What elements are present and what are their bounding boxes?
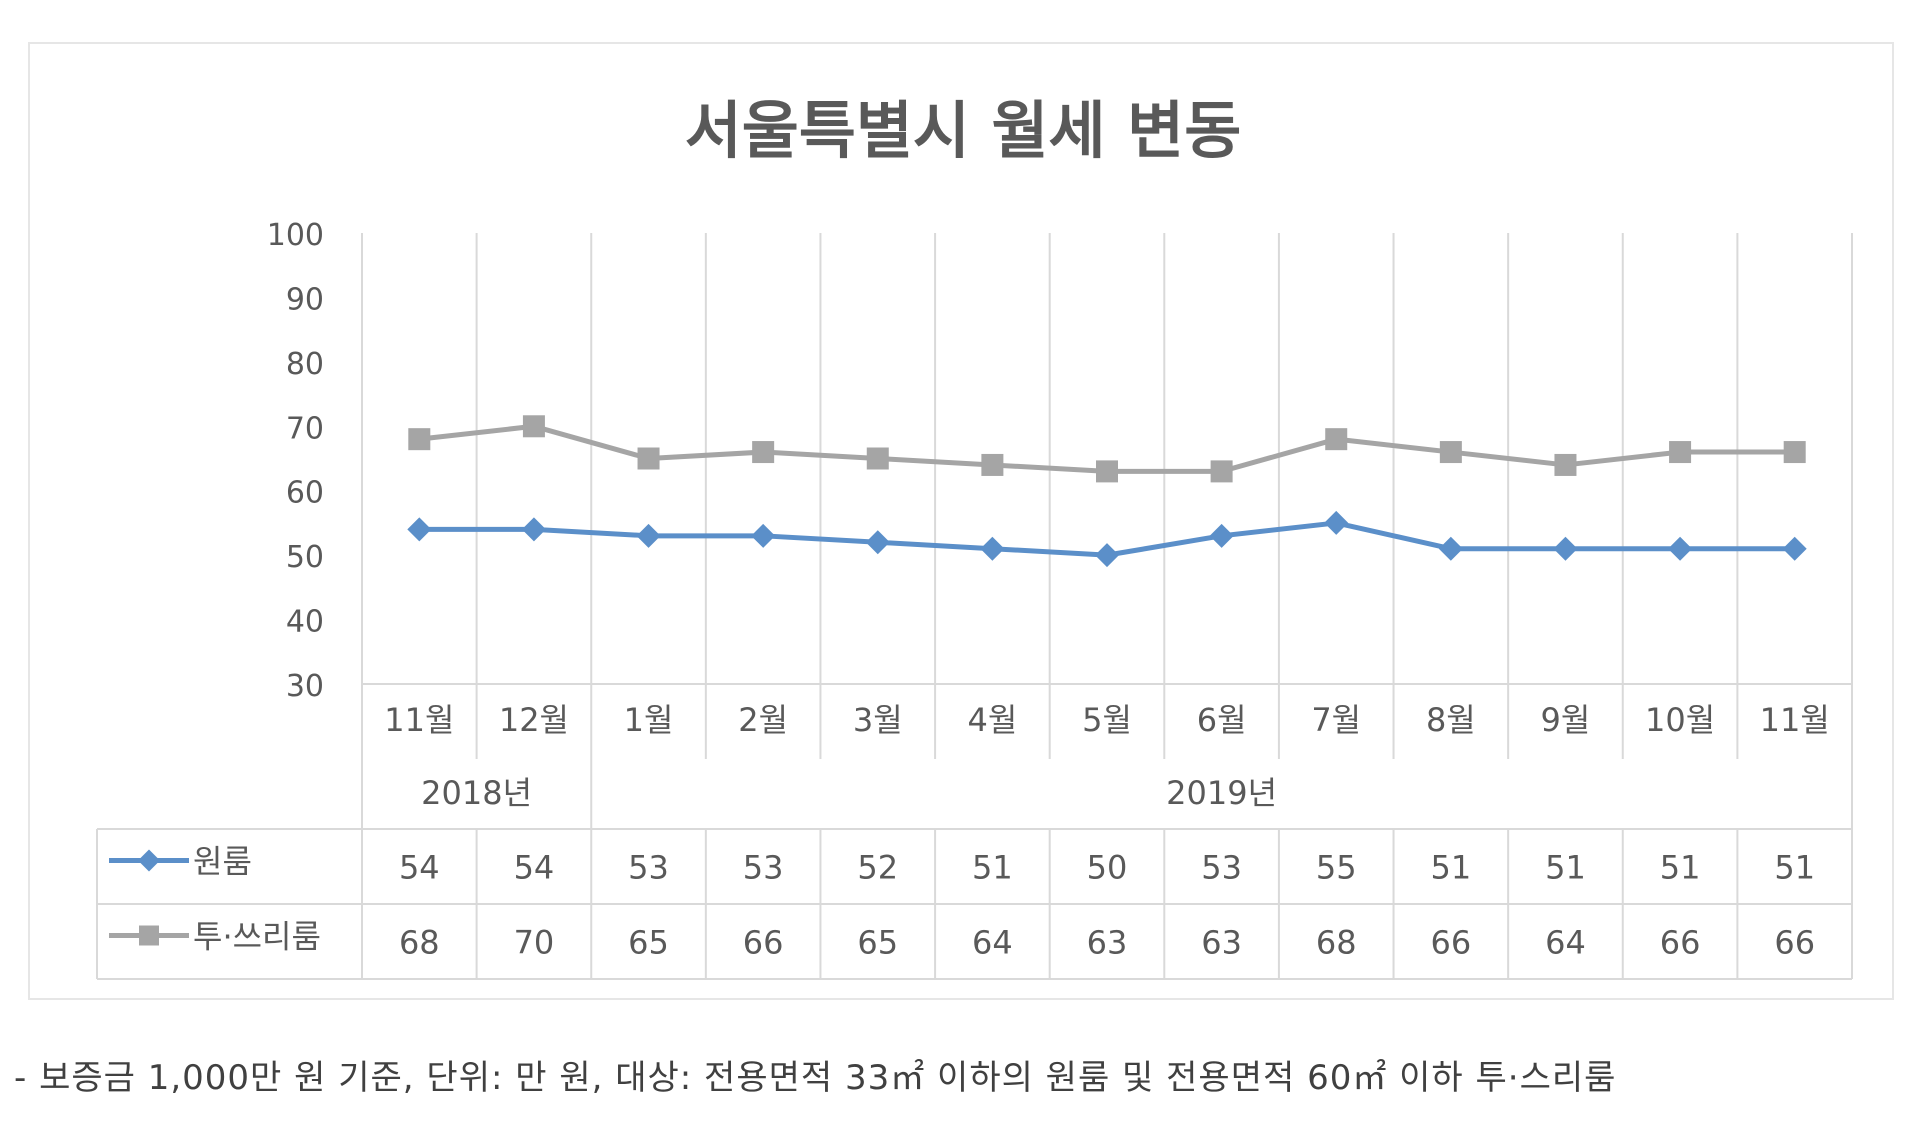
data-table-value: 53 (743, 849, 784, 887)
data-point-square (1325, 428, 1348, 451)
data-point-diamond (1095, 543, 1119, 568)
data-point-square (1210, 460, 1233, 483)
data-point-diamond (1209, 523, 1234, 548)
data-table-value: 68 (1316, 924, 1357, 962)
y-tick-label: 90 (286, 282, 324, 317)
data-point-square (1554, 453, 1577, 476)
y-tick-label: 70 (286, 411, 324, 446)
data-point-square (408, 428, 431, 451)
year-group-label: 2019년 (1166, 774, 1277, 812)
x-tick-label: 9월 (1541, 701, 1591, 739)
data-table-value: 65 (857, 924, 898, 962)
data-table-value: 63 (1087, 924, 1128, 962)
x-tick-label: 8월 (1426, 701, 1476, 739)
data-table-value: 66 (1774, 924, 1815, 962)
data-point-diamond (751, 523, 776, 548)
grid-layer: 100 90 80 70 60 50 40 30 (267, 218, 1853, 704)
data-point-square (752, 441, 775, 464)
data-table-value: 64 (1545, 924, 1586, 962)
data-point-square (637, 447, 660, 470)
x-tick-label: 12월 (499, 701, 569, 739)
data-point-diamond (407, 517, 432, 542)
y-tick-label: 60 (286, 476, 324, 511)
data-table-value: 51 (1774, 849, 1815, 887)
series-layer (407, 415, 1807, 568)
data-point-diamond (1438, 536, 1463, 561)
data-point-diamond (1668, 536, 1693, 561)
data-table-value: 64 (972, 924, 1013, 962)
data-point-diamond (636, 523, 661, 548)
y-tick-label: 40 (286, 605, 324, 640)
x-tick-label: 11월 (1760, 701, 1830, 739)
x-tick-label: 7월 (1311, 701, 1361, 739)
data-point-square (1096, 460, 1118, 483)
data-point-square (981, 453, 1004, 476)
data-point-square (866, 447, 889, 470)
legend-marker (139, 925, 159, 946)
chart-title: 서울특별시 월세 변동 (685, 94, 1242, 167)
data-point-square (1783, 441, 1806, 464)
x-tick-label: 11월 (384, 701, 454, 739)
y-tick-label: 30 (286, 669, 324, 704)
data-table-value: 66 (1660, 924, 1701, 962)
legend-label: 원룸 (193, 843, 252, 881)
chart-frame: 서울특별시 월세 변동 100 90 80 70 60 50 40 30 11월 12월 1월 2월… (28, 42, 1894, 1000)
x-tick-label: 6월 (1197, 701, 1247, 739)
data-point-diamond (1782, 536, 1807, 561)
data-point-diamond (521, 517, 546, 542)
y-tick-label: 80 (286, 347, 324, 382)
data-point-diamond (1324, 510, 1349, 535)
data-point-square (1439, 441, 1462, 464)
x-tick-label: 2월 (738, 701, 788, 739)
data-table-value: 53 (1201, 849, 1242, 887)
data-table-value: 54 (399, 849, 440, 887)
data-point-square (522, 415, 545, 438)
year-group-label: 2018년 (421, 774, 532, 812)
x-tick-label: 3월 (853, 701, 903, 739)
data-point-square (1669, 441, 1692, 464)
data-table-layer: 11월 12월 1월 2월 3월 4월 5월 6월 7월 8월 9월 10월 11월 2018년 2019년… (96, 684, 1853, 980)
monthly-rent-chart: 서울특별시 월세 변동 100 90 80 70 60 50 40 30 11월 12월 1월 2월… (96, 94, 1853, 980)
data-table-value: 66 (743, 924, 784, 962)
data-table-value: 53 (628, 849, 669, 887)
data-table-value: 52 (857, 849, 898, 887)
data-table-value: 65 (628, 924, 669, 962)
y-tick-label: 50 (286, 540, 324, 575)
y-tick-label: 100 (267, 218, 324, 253)
legend-label: 투·쓰리룸 (193, 918, 321, 956)
data-table-value: 50 (1087, 849, 1128, 887)
x-tick-label: 5월 (1082, 701, 1132, 739)
data-table-value: 68 (399, 924, 440, 962)
data-point-diamond (1553, 536, 1578, 561)
data-point-diamond (980, 536, 1005, 561)
data-table-value: 55 (1316, 849, 1357, 887)
x-tick-label: 1월 (624, 701, 674, 739)
data-table-value: 51 (1430, 849, 1471, 887)
legend-key-diamond (109, 849, 189, 872)
data-table-value: 63 (1201, 924, 1242, 962)
legend-marker (138, 849, 160, 872)
data-table-value: 51 (972, 849, 1013, 887)
data-point-diamond (865, 530, 890, 555)
x-tick-label: 4월 (967, 701, 1017, 739)
data-table-value: 54 (514, 849, 555, 887)
data-table-value: 51 (1660, 849, 1701, 887)
legend-key-square (109, 925, 189, 946)
x-tick-label: 10월 (1645, 701, 1715, 739)
data-table-value: 51 (1545, 849, 1586, 887)
data-table-value: 70 (514, 924, 555, 962)
footnote: - 보증금 1,000만 원 기준, 단위: 만 원, 대상: 전용면적 33㎡… (14, 1058, 1617, 1098)
data-table-value: 66 (1430, 924, 1471, 962)
